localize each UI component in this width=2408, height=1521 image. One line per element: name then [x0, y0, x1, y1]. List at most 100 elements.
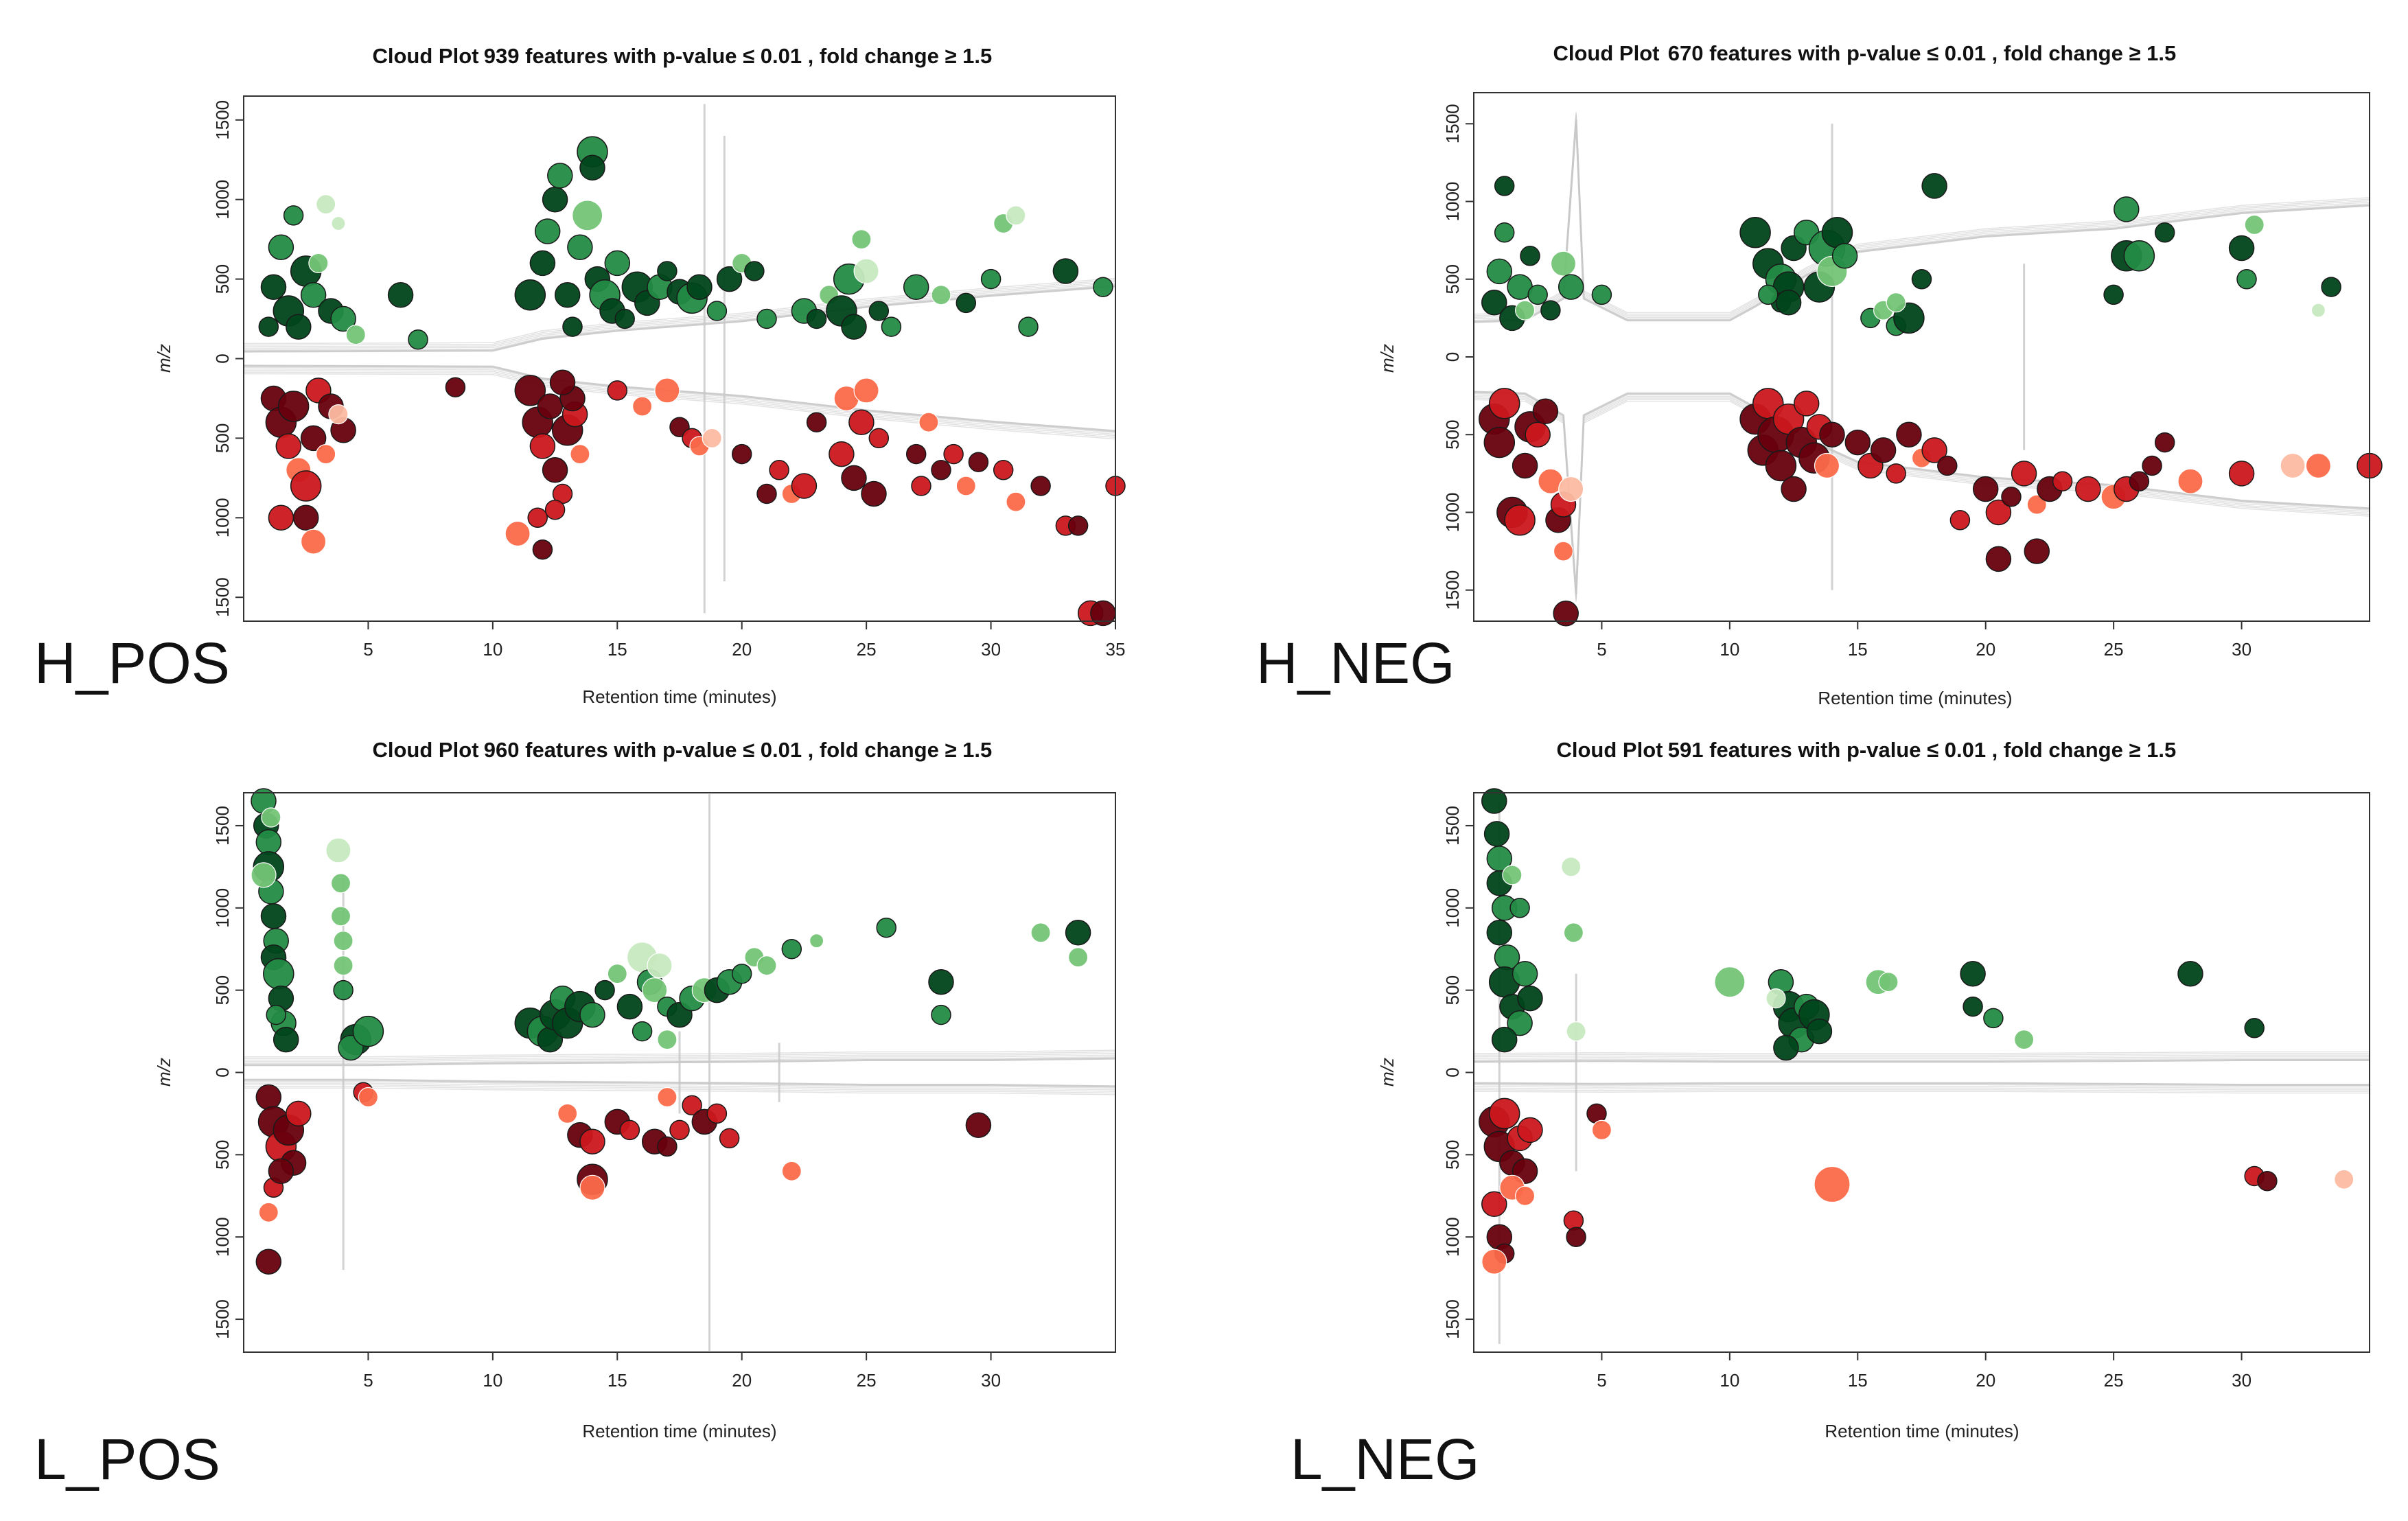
feature-point-down	[706, 1103, 728, 1124]
y-tick-label: 1500	[1442, 1299, 1463, 1339]
feature-point-up	[980, 268, 1002, 290]
feature-point-up	[868, 301, 890, 321]
feature-point-down	[1765, 450, 1797, 482]
y-tick-label: 1000	[1442, 182, 1463, 222]
y-axis: 1500 1000 500 0 500 1000 1500	[212, 100, 244, 617]
panel-tag: L_NEG	[1290, 1427, 1479, 1491]
feature-point-up	[841, 314, 867, 340]
feature-point-down	[1006, 491, 1026, 512]
feature-point-up	[2014, 1029, 2035, 1050]
feature-point-up	[1486, 258, 1513, 285]
x-tick-label: 5	[1597, 1370, 1606, 1391]
y-tick-label: 500	[212, 975, 233, 1005]
feature-point-up	[956, 292, 977, 314]
feature-point-down	[328, 404, 349, 425]
y-tick-label: 0	[212, 1067, 233, 1077]
feature-point-down	[669, 1119, 690, 1141]
feature-point-up	[268, 234, 294, 260]
feature-point-down	[868, 428, 890, 449]
feature-point-down	[1814, 452, 1840, 479]
feature-point-down	[1483, 426, 1516, 458]
feature-point-up	[2244, 1018, 2265, 1038]
feature-point-down	[1030, 476, 1051, 496]
feature-point-up	[330, 873, 351, 894]
feature-points	[258, 136, 1126, 627]
y-tick-label: 0	[1442, 352, 1463, 362]
feature-point-up	[1566, 1021, 1586, 1042]
panel-title-prefix: Cloud Plot	[373, 738, 479, 762]
feature-point-up	[931, 285, 951, 305]
feature-point-up	[647, 953, 673, 979]
feature-point-down	[358, 1087, 379, 1108]
feature-point-down	[286, 1100, 312, 1127]
feature-point-up	[809, 933, 824, 949]
trace-line	[1473, 1054, 2370, 1058]
feature-point-down	[931, 460, 951, 480]
feature-point-down	[255, 1084, 282, 1111]
feature-point-down	[2257, 1170, 2278, 1192]
feature-point-up	[1030, 922, 1051, 943]
feature-point-down	[542, 457, 568, 483]
x-tick-label: 35	[1106, 639, 1126, 660]
feature-point-up	[554, 282, 581, 308]
panel-title-prefix: Cloud Plot	[1553, 41, 1660, 65]
feature-point-down	[1566, 1227, 1586, 1247]
feature-point-up	[1878, 972, 1899, 992]
y-axis: 1500 1000 500 0 500 1000 1500	[212, 806, 244, 1339]
feature-point-down	[316, 443, 336, 465]
feature-point-down	[1553, 600, 1579, 627]
feature-point-down	[1525, 421, 1551, 448]
y-tick-label: 1000	[212, 180, 233, 220]
feature-point-down	[791, 473, 818, 499]
feature-point-down	[806, 412, 827, 432]
x-tick-label: 5	[363, 639, 373, 660]
feature-point-down	[965, 1112, 992, 1138]
feature-point-up	[331, 216, 346, 231]
x-tick-label: 30	[981, 639, 1001, 660]
feature-point-down	[529, 433, 556, 459]
feature-point-up	[255, 829, 282, 855]
feature-point-down	[300, 425, 327, 452]
feature-point-up	[1018, 316, 1039, 337]
feature-point-up	[1591, 284, 1612, 305]
feature-point-down	[2228, 461, 2255, 487]
feature-point-down	[719, 1128, 740, 1149]
feature-point-up	[1093, 277, 1113, 297]
feature-point-down	[2011, 461, 2037, 487]
trace-line	[1473, 1084, 2370, 1087]
feature-point-up	[851, 229, 872, 250]
feature-point-down	[956, 476, 976, 496]
trace-line	[1473, 1082, 2370, 1086]
y-tick-label: 1500	[1442, 104, 1463, 143]
x-axis: 5 10 15 20 25 30 35	[363, 621, 1125, 660]
y-tick-label: 1500	[212, 100, 233, 140]
feature-point-down	[1814, 1165, 1851, 1203]
feature-point-down	[853, 378, 879, 404]
y-tick-label: 500	[1442, 420, 1463, 450]
feature-point-down	[268, 1158, 294, 1185]
feature-point-up	[1714, 966, 1746, 998]
trace-line	[1473, 1086, 2370, 1089]
y-axis-label: m/z	[1377, 344, 1398, 373]
feature-point-down	[1886, 463, 1906, 484]
feature-point-up	[261, 807, 281, 828]
y-tick-label: 500	[1442, 1140, 1463, 1170]
y-tick-label: 500	[1442, 264, 1463, 294]
feature-point-down	[505, 520, 531, 547]
feature-point-up	[716, 266, 743, 292]
feature-point-up	[263, 957, 294, 990]
y-tick-label: 1500	[212, 806, 233, 846]
feature-point-up	[928, 968, 954, 995]
feature-point-down	[1481, 1191, 1507, 1218]
x-tick-label: 25	[857, 639, 877, 660]
x-axis-label: Retention time (minutes)	[582, 1421, 776, 1441]
feature-point-up	[2114, 196, 2140, 222]
feature-point-up	[1558, 274, 1584, 300]
y-tick-label: 1500	[1442, 570, 1463, 610]
x-tick-label: 20	[732, 1370, 752, 1391]
trace-line	[243, 371, 1116, 439]
feature-point-up	[1563, 922, 1584, 943]
feature-point-up	[333, 979, 354, 1001]
panel-title: 591 features with p-value ≤ 0.01 , fold …	[1668, 738, 2176, 762]
feature-points	[1479, 173, 2383, 627]
